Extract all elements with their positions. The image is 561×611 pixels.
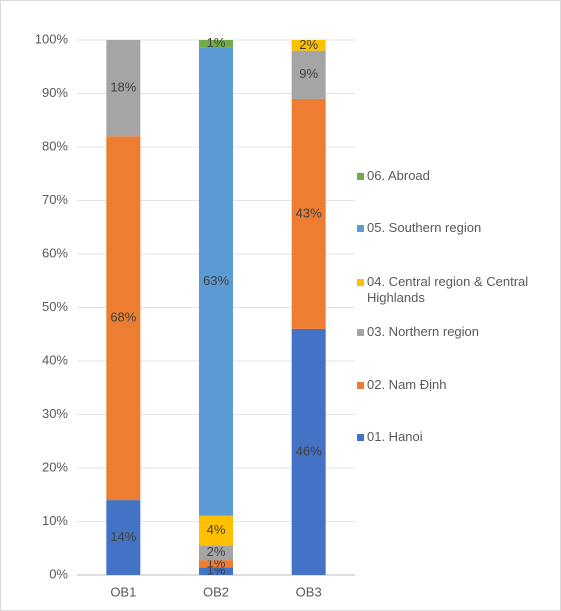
legend-item: 02. Nam Định: [357, 377, 557, 393]
bar-segment: [106, 136, 141, 501]
legend-item: 03. Northern region: [357, 324, 557, 340]
data-label: 68%: [110, 310, 136, 325]
bar-segment: [199, 560, 233, 568]
legend-swatch: [357, 382, 364, 389]
y-tick-label: 90%: [42, 85, 68, 100]
x-tick-label: OB3: [296, 584, 322, 599]
bar-segment: [106, 500, 141, 575]
y-tick-label: 60%: [42, 245, 68, 260]
y-tick-label: 100%: [35, 31, 69, 46]
y-tick-label: 20%: [42, 459, 68, 474]
bar-segment: [291, 98, 326, 329]
bar-segment: [199, 47, 233, 516]
legend-item: 01. Hanoi: [357, 429, 557, 445]
data-label: 4%: [207, 522, 226, 537]
legend-label: 03. Northern region: [367, 324, 480, 339]
bar-segment: [199, 567, 233, 575]
data-label: 2%: [299, 37, 318, 52]
data-label: 2%: [207, 544, 226, 559]
y-tick-label: 10%: [42, 513, 68, 528]
data-label: 9%: [299, 66, 318, 81]
y-tick-label: 80%: [42, 138, 68, 153]
bar-segment: [291, 50, 326, 99]
legend-label: 06. Abroad: [367, 168, 430, 183]
data-label: 14%: [110, 529, 136, 544]
legend-item: 05. Southern region: [357, 220, 557, 236]
legend-swatch: [357, 279, 364, 286]
data-label: 46%: [296, 443, 322, 458]
y-tick-label: 30%: [42, 406, 68, 421]
legend-swatch: [357, 225, 364, 232]
data-label: 43%: [296, 205, 322, 220]
y-tick-label: 0%: [49, 566, 68, 581]
bar-segment: [291, 40, 326, 51]
bar-segment: [199, 515, 233, 546]
legend-swatch: [357, 329, 364, 336]
y-tick-label: 70%: [42, 192, 68, 207]
bar-segment: [199, 40, 233, 48]
x-tick-label: OB1: [110, 584, 136, 599]
data-label: 1%: [207, 35, 226, 50]
x-tick-label: OB2: [203, 584, 229, 599]
legend-label: 04. Central region & Central Highlands: [367, 274, 529, 305]
legend-item: 06. Abroad: [357, 168, 557, 184]
y-tick-label: 50%: [42, 299, 68, 314]
bar-segment: [199, 545, 233, 561]
data-label: 63%: [203, 273, 229, 288]
legend-item: 04. Central region & Central Highlands: [357, 274, 557, 306]
bar-segment: [291, 328, 326, 575]
legend: 06. Abroad 05. Southern region 04. Central…: [357, 0, 557, 611]
legend-swatch: [357, 173, 364, 180]
y-tick-label: 40%: [42, 352, 68, 367]
bar-segment: [106, 40, 141, 137]
legend-label: 01. Hanoi: [367, 429, 423, 444]
data-label: 18%: [110, 80, 136, 95]
legend-label: 05. Southern region: [367, 220, 482, 235]
legend-label: 02. Nam Định: [367, 377, 447, 392]
legend-swatch: [357, 434, 364, 441]
